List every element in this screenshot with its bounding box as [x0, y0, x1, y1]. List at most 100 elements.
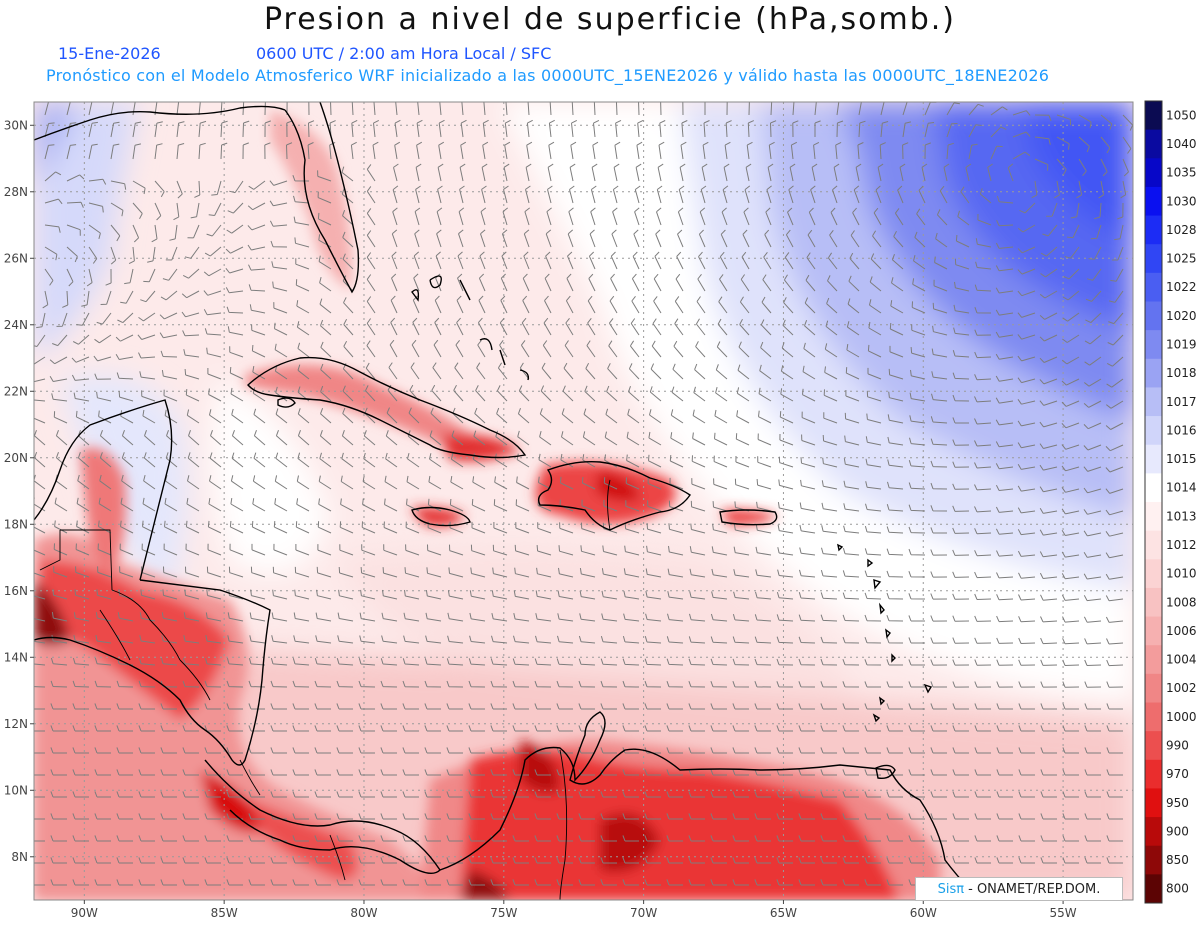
wind-barb [34, 686, 46, 688]
wind-barb [318, 475, 332, 490]
wind-barb [877, 163, 884, 182]
wind-barb [516, 476, 530, 490]
wind-barb [264, 120, 271, 138]
wind-barb [1106, 659, 1124, 667]
wind-barb [72, 813, 89, 820]
wind-barb [1105, 595, 1124, 602]
wind-barb [207, 543, 222, 556]
wind-barb [952, 372, 970, 380]
plot-area [34, 102, 1133, 900]
wind-barb [846, 321, 860, 336]
wind-barb [132, 224, 140, 243]
wind-barb [610, 273, 618, 292]
wind-barb [787, 207, 794, 226]
wind-barb [496, 407, 508, 424]
wind-barb [842, 636, 860, 644]
wind-barb [995, 331, 1014, 338]
wind-barb [358, 680, 376, 688]
wind-barb [820, 703, 837, 710]
wind-barb [1083, 422, 1102, 430]
wind-barb [292, 725, 309, 732]
wind-barb [198, 120, 207, 138]
wind-barb [586, 340, 596, 358]
wind-barb [228, 566, 244, 578]
wind-barb [351, 102, 354, 116]
wind-barb [515, 522, 530, 534]
wind-barb [734, 478, 750, 490]
wind-barb [952, 813, 969, 820]
wind-barb [802, 388, 816, 402]
wind-barb [342, 407, 354, 424]
wind-barb [1083, 400, 1102, 408]
wind-barb [739, 318, 750, 336]
wind-barb [270, 857, 287, 864]
wind-barb [55, 430, 68, 446]
wind-barb [758, 387, 772, 402]
wind-barb [592, 141, 599, 160]
wind-barb [1105, 509, 1124, 516]
colorbar-label: 1019 [1166, 337, 1197, 351]
wind-barb [1017, 529, 1036, 536]
wind-barb [94, 769, 111, 776]
wind-barb [644, 813, 661, 820]
wind-barb [600, 835, 617, 842]
wind-barb [622, 813, 639, 820]
wind-barb [365, 385, 376, 402]
wind-barb [666, 857, 683, 864]
wind-barb [66, 268, 74, 287]
wind-barb [163, 389, 178, 402]
wind-barb [424, 813, 441, 820]
wind-barb [512, 813, 529, 820]
wind-barb [295, 279, 310, 292]
wind-barb [893, 230, 904, 248]
wind-barb [1062, 791, 1079, 798]
wind-barb [932, 302, 948, 314]
wind-barb [798, 725, 815, 732]
wind-barb [563, 362, 574, 380]
wind-barb [1017, 550, 1036, 557]
wind-barb [814, 102, 817, 116]
wind-barb [51, 612, 68, 622]
wind-barb [186, 409, 200, 424]
wind-barb [380, 879, 397, 886]
wind-barb [446, 769, 463, 776]
wind-barb [767, 163, 774, 182]
wind-barb [249, 304, 266, 314]
wind-barb [864, 614, 882, 622]
wind-barb [564, 340, 574, 358]
wind-barb [72, 769, 89, 776]
wind-barb [1018, 681, 1036, 688]
wind-barb [385, 452, 398, 468]
wind-barb [1062, 703, 1079, 710]
wind-barb [317, 212, 332, 226]
wind-barb [921, 163, 928, 182]
wind-barb [51, 393, 68, 402]
wind-barb [336, 769, 353, 776]
wind-barb [990, 106, 1008, 116]
wind-barb [886, 504, 904, 512]
wind-barb [711, 591, 728, 600]
wind-barb [996, 220, 1014, 227]
wind-barb [689, 613, 706, 622]
wind-barb [864, 681, 881, 688]
wind-barb [798, 791, 815, 798]
wind-barb [930, 571, 948, 578]
wind-barb [547, 185, 553, 204]
wind-barb [845, 390, 860, 402]
wind-barb [866, 390, 882, 402]
wind-barb [44, 122, 55, 138]
wind-barb [770, 102, 773, 116]
wind-barb [492, 544, 508, 556]
wind-barb [625, 477, 640, 490]
wind-barb [1062, 659, 1080, 666]
wind-barb [647, 500, 662, 512]
wind-barb [525, 185, 531, 204]
wind-barb [88, 202, 104, 213]
wind-barb [72, 680, 90, 688]
wind-barb [270, 769, 287, 776]
wind-barb [653, 296, 662, 314]
wind-barb [952, 417, 969, 424]
wind-barb [953, 304, 970, 314]
wind-barb [182, 857, 199, 864]
wind-barb [788, 185, 794, 204]
